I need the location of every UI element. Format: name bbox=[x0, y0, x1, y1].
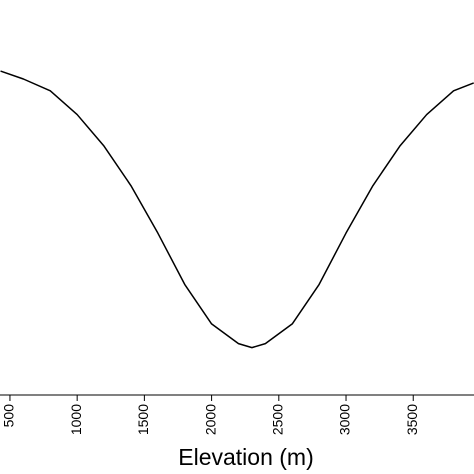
x-tick-label: 3000 bbox=[337, 404, 353, 435]
data-line bbox=[0, 70, 474, 349]
x-tick-label: 2000 bbox=[202, 404, 218, 435]
x-tick-label: 500 bbox=[1, 404, 17, 428]
x-tick-label: 2500 bbox=[270, 404, 286, 435]
x-tick-label: 1500 bbox=[135, 404, 151, 435]
x-axis-title: Elevation (m) bbox=[178, 444, 313, 470]
x-tick-label: 1000 bbox=[68, 404, 84, 435]
x-tick-label: 3500 bbox=[404, 404, 420, 435]
